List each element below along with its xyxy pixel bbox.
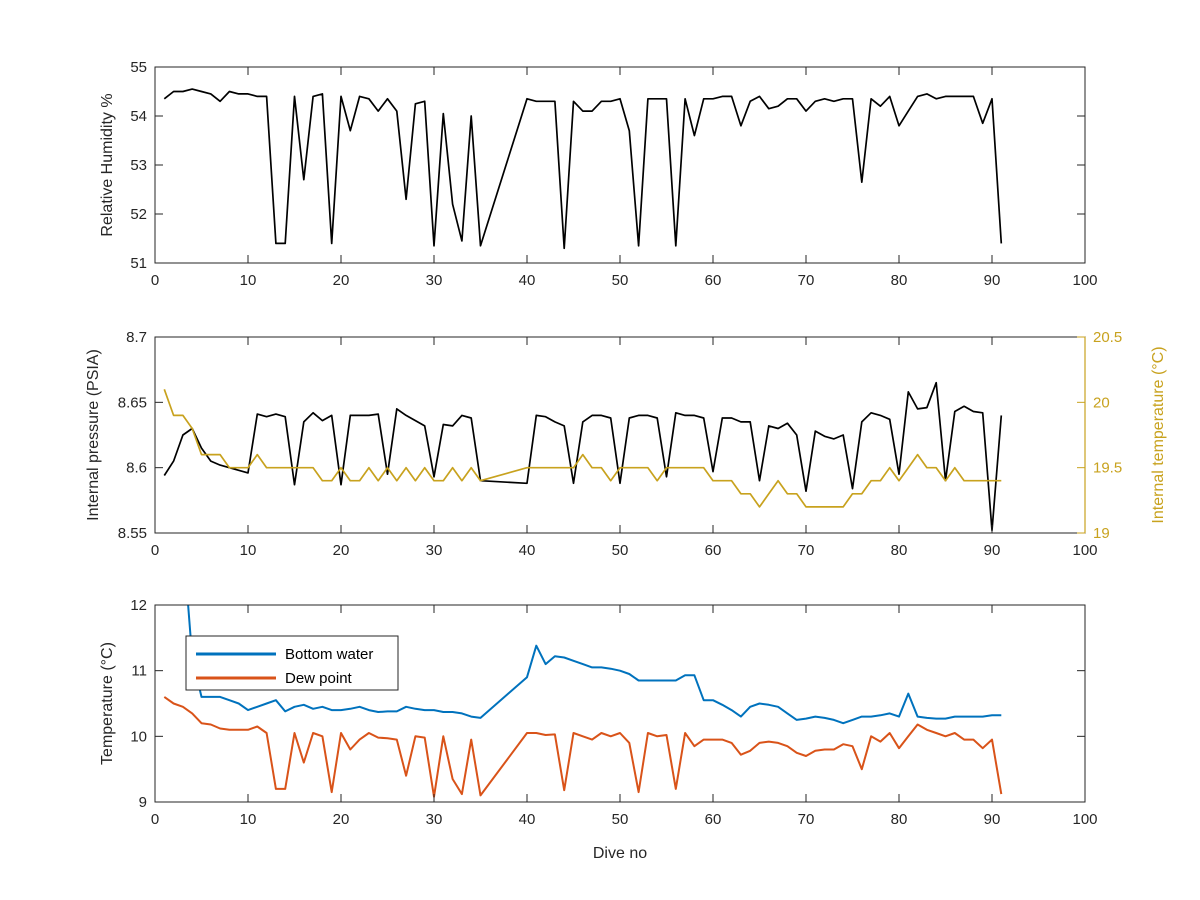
x-axis-title: Dive no [593, 845, 647, 862]
y-tick-label: 52 [130, 206, 147, 223]
right-tick-label: 20.5 [1093, 329, 1122, 346]
humidity-chart: 0 10 20 30 40 50 60 70 80 90 100 51 52 53 54 55 Relative… [99, 59, 1098, 289]
y-axis-title: Internal pressure (PSIA) [85, 349, 102, 521]
y-axis-title: Relative Humidity % [99, 93, 116, 236]
x-tick-label: 60 [705, 811, 722, 828]
y-tick-label: 8.65 [118, 394, 147, 411]
series-line-0 [187, 605, 1002, 725]
y-tick-label: 8.55 [118, 525, 147, 542]
legend-label-0: Bottom water [285, 646, 373, 663]
x-tick-label: 80 [891, 542, 908, 559]
series-line-0 [163, 381, 1003, 532]
y-axis-title: Temperature (°C) [99, 642, 116, 765]
x-tick-label: 40 [519, 272, 536, 289]
legend-box [185, 635, 399, 691]
x-tick-label: 100 [1072, 272, 1097, 289]
x-tick-label: 60 [705, 542, 722, 559]
x-tick-label: 0 [151, 272, 159, 289]
x-tick-label: 90 [984, 272, 1001, 289]
x-tick-label: 0 [151, 542, 159, 559]
x-tick-label: 20 [333, 811, 350, 828]
y-tick-label: 51 [130, 255, 147, 272]
x-tick-label: 80 [891, 272, 908, 289]
x-tick-label: 50 [612, 272, 629, 289]
series-line-1 [163, 389, 1002, 508]
y-tick-label: 53 [130, 157, 147, 174]
y-tick-label: 54 [130, 108, 147, 125]
y-tick-label: 8.6 [126, 460, 147, 477]
y-tick-label: 10 [130, 728, 147, 745]
x-tick-label: 30 [426, 542, 443, 559]
y-tick-label: 11 [131, 663, 147, 680]
x-tick-label: 50 [612, 542, 629, 559]
series-line-1 [163, 696, 1003, 798]
legend: Bottom water Dew point [185, 635, 399, 691]
legend-label-1: Dew point [285, 670, 353, 687]
x-tick-label: 90 [984, 542, 1001, 559]
x-tick-label: 90 [984, 811, 1001, 828]
x-tick-label: 30 [426, 811, 443, 828]
x-tick-label: 100 [1072, 542, 1097, 559]
x-tick-label: 10 [240, 542, 257, 559]
x-tick-label: 20 [333, 272, 350, 289]
x-tick-label: 70 [798, 272, 815, 289]
x-tick-label: 70 [798, 542, 815, 559]
x-tick-label: 100 [1072, 811, 1097, 828]
x-tick-label: 80 [891, 811, 908, 828]
x-tick-label: 40 [519, 811, 536, 828]
x-tick-label: 40 [519, 542, 536, 559]
series-line-0 [163, 88, 1003, 250]
x-tick-label: 30 [426, 272, 443, 289]
right-tick-label: 20 [1093, 394, 1110, 411]
x-tick-label: 20 [333, 542, 350, 559]
pressure-temperature-chart: 0 10 20 30 40 50 60 70 80 90 100 8.55 8.6 8.65 8.7 19 19… [85, 329, 1167, 559]
x-tick-label: 50 [612, 811, 629, 828]
x-tick-label: 70 [798, 811, 815, 828]
right-axis-title: Internal temperature (°C) [1150, 346, 1167, 523]
x-tick-label: 10 [240, 811, 257, 828]
x-tick-label: 60 [705, 272, 722, 289]
x-tick-label: 10 [240, 272, 257, 289]
right-tick-label: 19 [1093, 525, 1110, 542]
y-tick-label: 12 [130, 597, 147, 614]
y-tick-label: 9 [139, 794, 147, 811]
temperature-chart: 0 10 20 30 40 50 60 70 80 90 100 9 10 11 12 Temperature… [99, 597, 1098, 862]
right-tick-label: 19.5 [1093, 460, 1122, 477]
y-tick-label: 55 [130, 59, 147, 76]
y-tick-label: 8.7 [126, 329, 147, 346]
x-tick-label: 0 [151, 811, 159, 828]
